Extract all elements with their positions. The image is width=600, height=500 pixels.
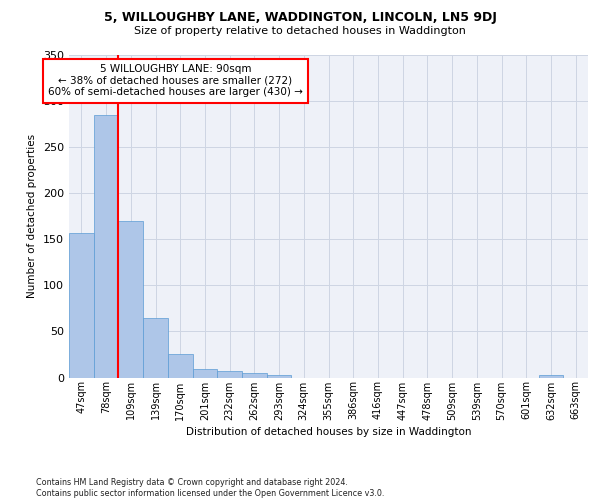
Bar [118,221,143,378]
Bar [267,374,292,378]
Bar [69,233,94,378]
Bar [193,369,217,378]
Y-axis label: Number of detached properties: Number of detached properties [28,134,37,298]
Bar [242,373,267,378]
Bar [539,374,563,378]
Text: 5, WILLOUGHBY LANE, WADDINGTON, LINCOLN, LN5 9DJ: 5, WILLOUGHBY LANE, WADDINGTON, LINCOLN,… [104,11,496,24]
Bar [143,318,168,378]
Bar [168,354,193,378]
Text: 5 WILLOUGHBY LANE: 90sqm
← 38% of detached houses are smaller (272)
60% of semi-: 5 WILLOUGHBY LANE: 90sqm ← 38% of detach… [48,64,303,98]
Bar [217,371,242,378]
Bar [94,115,118,378]
Text: Size of property relative to detached houses in Waddington: Size of property relative to detached ho… [134,26,466,36]
Text: Contains HM Land Registry data © Crown copyright and database right 2024.
Contai: Contains HM Land Registry data © Crown c… [36,478,385,498]
X-axis label: Distribution of detached houses by size in Waddington: Distribution of detached houses by size … [186,426,471,436]
